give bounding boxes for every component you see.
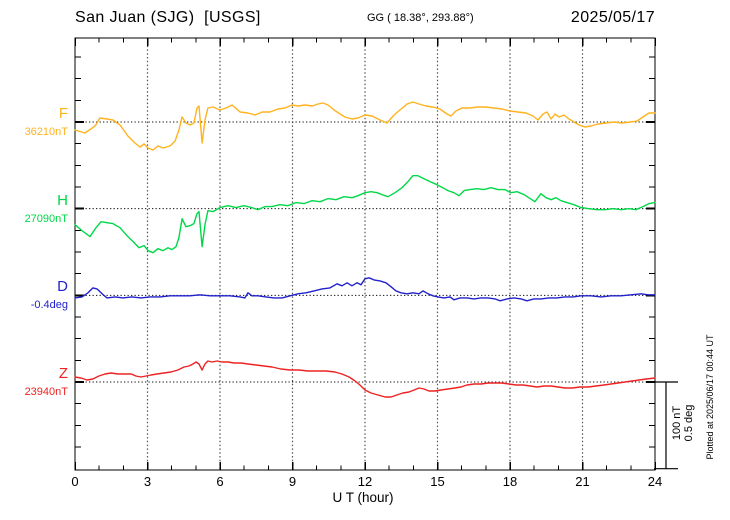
curve-F: [74, 101, 656, 151]
channel-H-label: H: [57, 191, 68, 209]
scale-bar-label-05deg: 0.5 deg: [683, 404, 695, 442]
curve-Z: [74, 360, 656, 398]
channel-F-label: F: [58, 104, 68, 122]
x-tick-label-9: 9: [288, 474, 297, 489]
x-tick-label-0: 0: [71, 474, 79, 489]
x-tick-label-12: 12: [357, 474, 373, 489]
plotted-at-note: Plotted at 2025/06/17 00:44 UT: [705, 334, 715, 460]
curve-D: [74, 277, 656, 302]
channel-D-label: D: [57, 278, 68, 296]
channel-Z-label: Z: [58, 365, 68, 382]
channel-D-baseline-value: -0.4deg: [30, 299, 68, 312]
geo-coordinates: GG ( 18.38°, 293.88°): [367, 12, 474, 24]
x-tick-label-24: 24: [647, 474, 663, 489]
curve-H: [74, 174, 656, 254]
x-axis-title: U T (hour): [332, 490, 394, 505]
channel-Z-baseline-value: 23940nT: [24, 386, 68, 398]
plot-date: 2025/05/17: [570, 9, 655, 26]
x-tick-label-15: 15: [430, 474, 445, 489]
x-tick-label-6: 6: [216, 474, 224, 489]
x-tick-label-21: 21: [575, 474, 590, 489]
station-title: San Juan (SJG) [USGS]: [75, 9, 261, 26]
x-tick-label-3: 3: [143, 474, 152, 489]
scale-bar-label-100nt: 100 nT: [671, 405, 683, 441]
channel-H-baseline-value: 27090nT: [24, 212, 68, 225]
channel-F-baseline-value: 36210nT: [24, 125, 68, 138]
x-tick-label-18: 18: [502, 474, 518, 489]
